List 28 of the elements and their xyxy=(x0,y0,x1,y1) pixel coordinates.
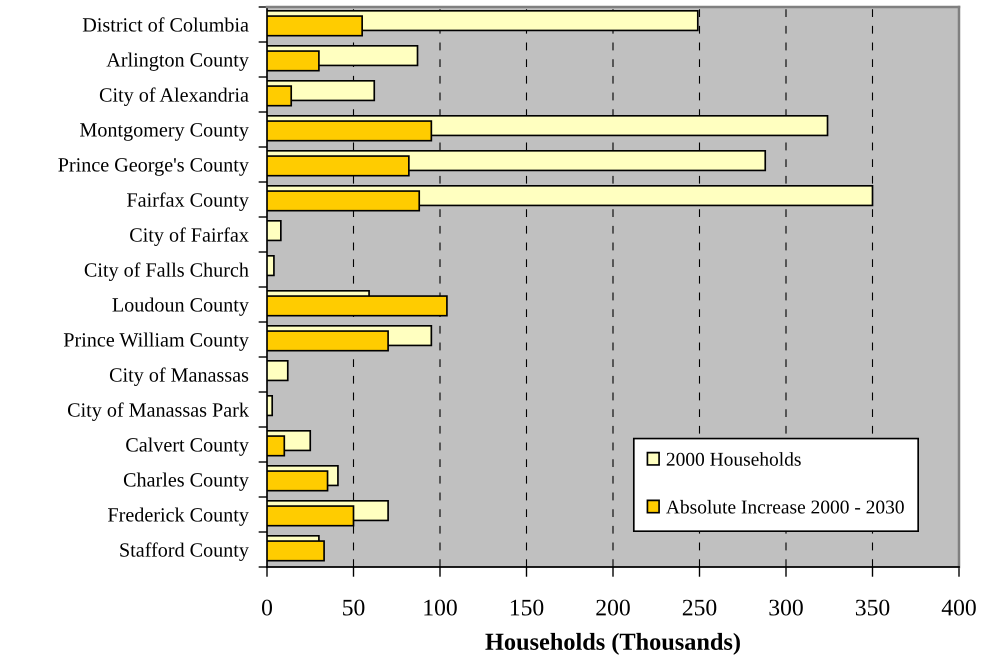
y-tick-label: City of Fairfax xyxy=(130,227,249,246)
y-tick-label: Loudoun County xyxy=(112,298,249,316)
y-tick-label: Prince William County xyxy=(64,332,249,351)
y-tick-label: City of Falls Church xyxy=(84,262,249,281)
y-tick-label: City of Manassas Park xyxy=(68,402,249,421)
y-tick-label: Stafford County xyxy=(120,542,249,561)
x-tick-label: 200 xyxy=(596,600,630,616)
y-tick-label: Calvert County xyxy=(126,438,249,456)
y-tick-label: Charles County xyxy=(124,472,249,491)
x-tick-label: 50 xyxy=(343,600,364,616)
y-tick-label: Fairfax County xyxy=(127,192,249,211)
y-tick-label: Montgomery County xyxy=(80,123,249,141)
x-axis-title: Households (Thousands) xyxy=(485,632,740,655)
x-tick-label: 100 xyxy=(424,600,457,616)
y-tick-label: Arlington County xyxy=(106,52,249,71)
y-tick-label: Prince George's County xyxy=(58,158,249,176)
y-tick-label: District of Columbia xyxy=(82,17,249,32)
y-tick-label: City of Manassas xyxy=(110,367,248,386)
x-tick-label: 300 xyxy=(769,600,803,616)
x-tick-label: 150 xyxy=(510,600,544,616)
x-tick-label: 250 xyxy=(682,600,716,616)
legend-label: 2000 Households xyxy=(666,452,801,466)
y-tick-label: Frederick County xyxy=(108,508,249,526)
x-tick-label: 350 xyxy=(856,600,890,616)
y-tick-label: City of Alexandria xyxy=(100,87,249,106)
x-tick-label: 0 xyxy=(262,600,272,616)
legend-label: Absolute Increase 2000 - 2030 xyxy=(666,500,904,514)
x-tick-label: 400 xyxy=(942,600,976,616)
